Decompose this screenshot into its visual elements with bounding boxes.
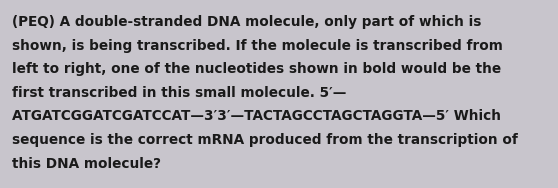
Text: ATGATCGGATCGATCCAT—3′3′—TACTAGCCTAGCTAGGTA—5′ Which: ATGATCGGATCGATCCAT—3′3′—TACTAGCCTAGCTAGG…	[12, 109, 501, 123]
Text: (PEQ) A double-stranded DNA molecule, only part of which is: (PEQ) A double-stranded DNA molecule, on…	[12, 15, 482, 29]
Text: shown, is being transcribed. If the molecule is transcribed from: shown, is being transcribed. If the mole…	[12, 39, 503, 53]
Text: sequence is the correct mRNA produced from the transcription of: sequence is the correct mRNA produced fr…	[12, 133, 518, 147]
Text: left to right, one of the nucleotides shown in bold would be the: left to right, one of the nucleotides sh…	[12, 62, 501, 76]
Text: first transcribed in this small molecule. 5′—: first transcribed in this small molecule…	[12, 86, 347, 100]
Text: this DNA molecule?: this DNA molecule?	[12, 157, 161, 171]
